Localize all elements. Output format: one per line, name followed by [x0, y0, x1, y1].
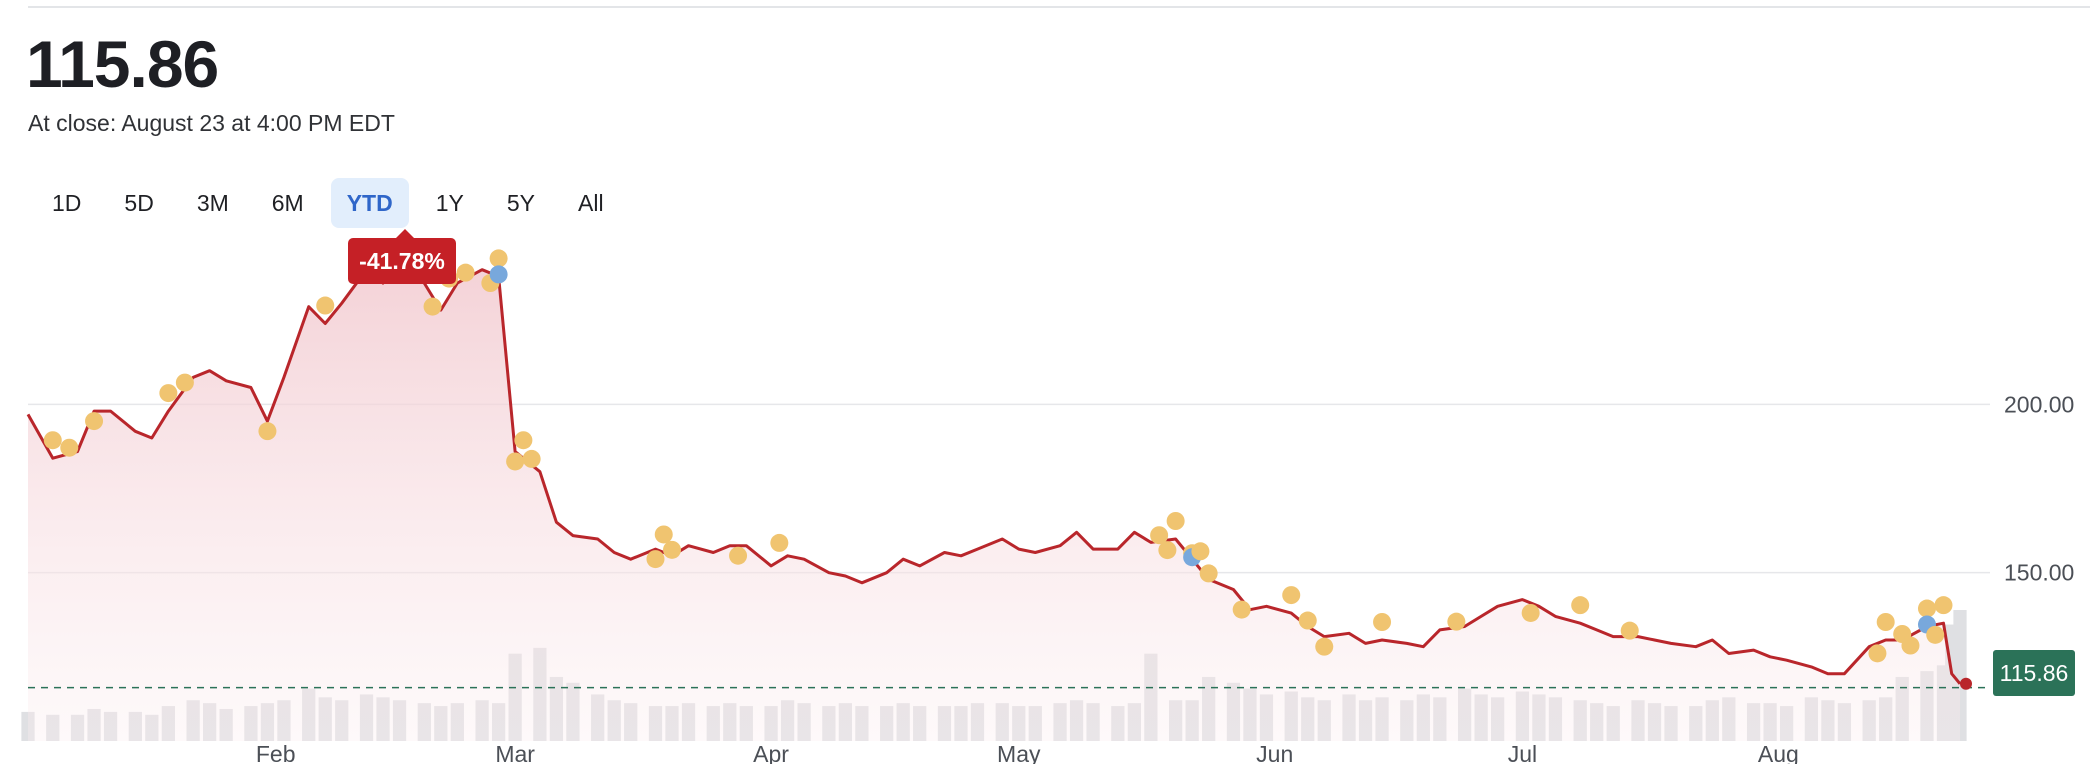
top-divider [28, 6, 2090, 8]
event-marker [43, 431, 62, 450]
y-tick-label: 200.00 [2004, 391, 2074, 417]
event-marker [316, 296, 335, 315]
event-marker [663, 540, 681, 559]
tab-3m[interactable]: 3M [196, 190, 229, 216]
event-marker [1199, 564, 1218, 583]
tab-1d[interactable]: 1D [52, 190, 82, 216]
event-marker [1901, 636, 1920, 655]
event-marker-blue [489, 265, 508, 284]
y-axis-labels: 200.00 150.00 [2004, 391, 2074, 585]
event-marker [514, 431, 533, 450]
event-marker [1150, 526, 1169, 545]
event-marker [1571, 596, 1590, 615]
x-tick-label: May [997, 741, 1041, 764]
event-marker [1868, 644, 1887, 663]
x-tick-label: Jul [1508, 741, 1537, 764]
event-marker [770, 533, 789, 552]
last-price-dot [1960, 677, 1972, 690]
event-marker [1934, 596, 1953, 615]
event-marker [159, 384, 178, 403]
event-marker [175, 373, 194, 392]
x-tick-label: Aug [1758, 741, 1799, 764]
event-marker [1876, 613, 1895, 631]
event-marker [1158, 541, 1177, 560]
event-marker [1620, 621, 1639, 640]
event-marker [1298, 611, 1317, 630]
event-marker [1282, 586, 1301, 605]
event-marker [1373, 613, 1392, 631]
x-tick-label: Jun [1256, 741, 1293, 764]
event-marker [423, 297, 442, 316]
x-axis-labels: Feb Mar Apr May Jun Jul Aug [256, 741, 1799, 764]
event-marker [258, 422, 277, 441]
event-marker [1521, 603, 1540, 622]
current-price: 115.86 [26, 27, 219, 101]
event-marker [1191, 542, 1210, 561]
close-timestamp: At close: August 23 at 4:00 PM EDT [28, 110, 395, 136]
x-tick-label: Mar [495, 741, 535, 764]
change-percent-badge: -41.78% [348, 229, 456, 284]
tab-5y[interactable]: 5Y [506, 190, 535, 216]
event-marker [85, 412, 104, 431]
tab-ytd[interactable]: YTD [330, 178, 409, 228]
last-price-badge: 115.86 [1993, 650, 2075, 696]
event-marker [506, 452, 525, 471]
event-marker [489, 249, 508, 268]
price-area [28, 259, 1960, 741]
event-marker [522, 449, 541, 468]
event-marker [729, 546, 748, 565]
tab-6m[interactable]: 6M [271, 190, 304, 216]
event-marker [654, 525, 673, 544]
event-marker [646, 550, 665, 569]
event-marker [60, 438, 79, 457]
tab-5d[interactable]: 5D [124, 190, 154, 216]
tab-1y[interactable]: 1Y [435, 190, 464, 216]
event-marker [1917, 599, 1936, 618]
event-marker [1166, 512, 1185, 530]
x-tick-label: Feb [256, 741, 296, 764]
event-marker [1926, 625, 1945, 644]
event-marker [1447, 612, 1466, 631]
event-marker [456, 263, 475, 282]
event-marker [1232, 600, 1251, 619]
x-tick-label: Apr [753, 741, 789, 764]
tab-all[interactable]: All [578, 190, 604, 216]
range-tabs: 1D 5D 3M 6M YTD 1Y 5Y All [36, 178, 631, 228]
event-marker [1315, 637, 1334, 656]
event-markers [43, 244, 1953, 663]
y-tick-label: 150.00 [2004, 560, 2074, 586]
